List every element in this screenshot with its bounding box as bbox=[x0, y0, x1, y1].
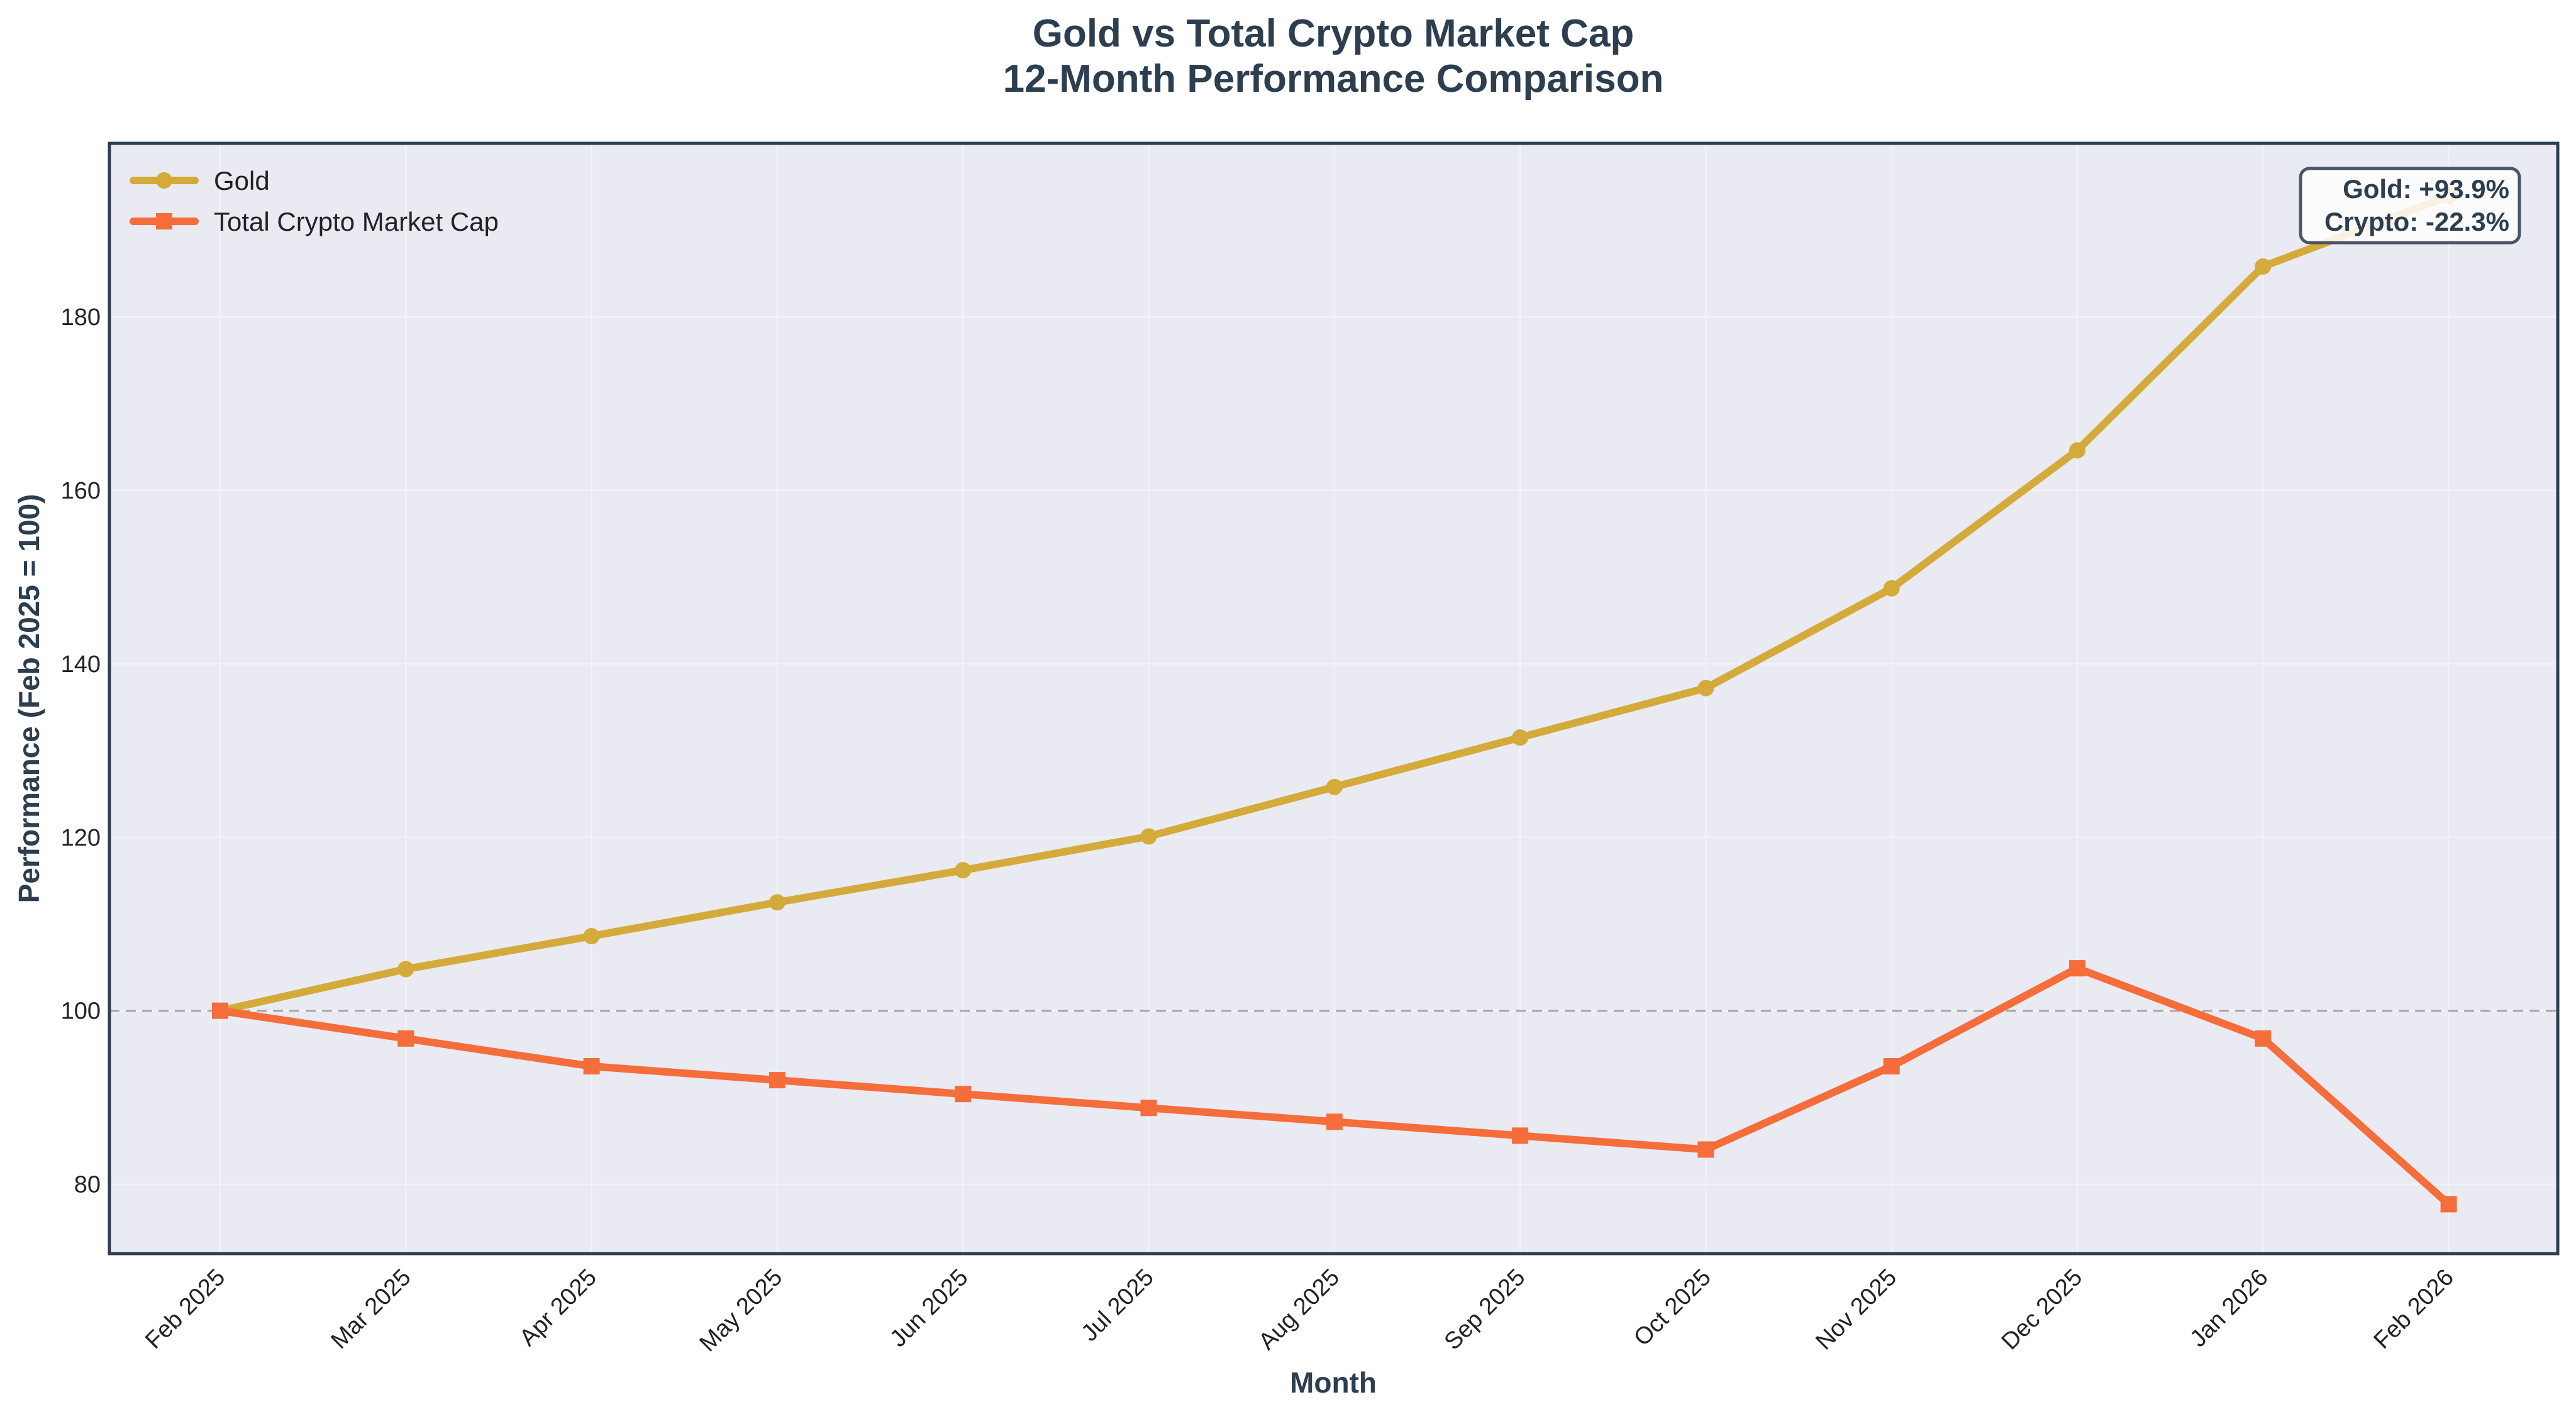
x-tick-label: Feb 2025 bbox=[140, 1264, 230, 1354]
data-point-gold bbox=[397, 961, 414, 978]
x-tick-label: May 2025 bbox=[695, 1264, 788, 1357]
x-tick-label: Feb 2026 bbox=[2369, 1264, 2459, 1354]
data-point-crypto bbox=[769, 1072, 786, 1089]
annotation-crypto: Crypto: -22.3% bbox=[2324, 207, 2509, 236]
data-point-gold bbox=[955, 862, 972, 879]
grid bbox=[109, 143, 2558, 1254]
data-point-crypto bbox=[2069, 960, 2085, 977]
y-tick-label: 80 bbox=[74, 1172, 101, 1198]
legend: Gold Total Crypto Market Cap bbox=[130, 166, 499, 236]
performance-annotation: Gold: +93.9% Crypto: -22.3% bbox=[2299, 167, 2521, 245]
x-tick-label: Aug 2025 bbox=[1253, 1264, 1345, 1355]
y-tick-label: 160 bbox=[61, 478, 101, 504]
data-point-gold bbox=[583, 928, 600, 945]
x-tick-label: Sep 2025 bbox=[1440, 1264, 1531, 1355]
data-point-crypto bbox=[397, 1030, 414, 1047]
chart-subtitle: 12-Month Performance Comparison bbox=[1003, 57, 1664, 101]
y-tick-label: 180 bbox=[61, 304, 101, 331]
data-point-crypto bbox=[583, 1057, 600, 1074]
plot-area bbox=[109, 143, 2558, 1254]
annotation-gold: Gold: +93.9% bbox=[2343, 174, 2509, 204]
chart-title: Gold vs Total Crypto Market Cap bbox=[1033, 12, 1635, 55]
x-axis-ticks: Feb 2025 Mar 2025 Apr 2025 May 2025 Jun 2025… bbox=[140, 1264, 2459, 1357]
plot-frame bbox=[108, 141, 2560, 1256]
data-point-gold bbox=[2255, 258, 2272, 275]
data-point-crypto bbox=[1326, 1113, 1343, 1130]
data-point-crypto bbox=[2440, 1196, 2457, 1213]
x-tick-label: Nov 2025 bbox=[1811, 1264, 1902, 1355]
data-point-gold bbox=[769, 894, 786, 911]
annotation-box bbox=[2299, 167, 2521, 245]
legend-gold-marker bbox=[156, 172, 172, 189]
x-tick-label: Apr 2025 bbox=[514, 1264, 602, 1352]
data-point-gold bbox=[1140, 828, 1157, 845]
x-axis-label: Month bbox=[1290, 1366, 1377, 1399]
y-tick-label: 140 bbox=[61, 651, 101, 678]
x-tick-label: Oct 2025 bbox=[1629, 1264, 1716, 1352]
data-point-crypto bbox=[1697, 1141, 1714, 1158]
data-point-crypto bbox=[212, 1002, 228, 1019]
legend-crypto-label: Total Crypto Market Cap bbox=[214, 207, 499, 236]
data-point-crypto bbox=[1883, 1057, 1900, 1074]
data-point-gold bbox=[2069, 442, 2085, 459]
x-tick-label: Jan 2026 bbox=[2185, 1264, 2273, 1352]
series-layer bbox=[212, 188, 2457, 1213]
legend-gold-label: Gold bbox=[214, 166, 270, 196]
data-point-gold bbox=[1697, 680, 1714, 697]
x-tick-label: Dec 2025 bbox=[1997, 1264, 2088, 1355]
x-tick-label: Mar 2025 bbox=[326, 1264, 416, 1354]
y-tick-label: 100 bbox=[61, 998, 101, 1025]
y-tick-label: 120 bbox=[61, 825, 101, 851]
x-tick-label: Jul 2025 bbox=[1077, 1264, 1159, 1347]
y-axis-ticks: 80 100 120 140 160 180 bbox=[61, 304, 101, 1198]
data-point-crypto bbox=[955, 1086, 972, 1103]
data-point-gold bbox=[1326, 778, 1343, 795]
data-point-gold bbox=[1512, 729, 1529, 746]
legend-crypto-marker bbox=[156, 213, 172, 229]
data-point-crypto bbox=[1512, 1127, 1529, 1144]
x-tick-label: Jun 2025 bbox=[885, 1264, 973, 1352]
data-point-crypto bbox=[1140, 1100, 1157, 1117]
y-axis-label: Performance (Feb 2025 = 100) bbox=[13, 494, 45, 903]
data-point-gold bbox=[1883, 580, 1900, 597]
data-point-crypto bbox=[2255, 1030, 2272, 1047]
